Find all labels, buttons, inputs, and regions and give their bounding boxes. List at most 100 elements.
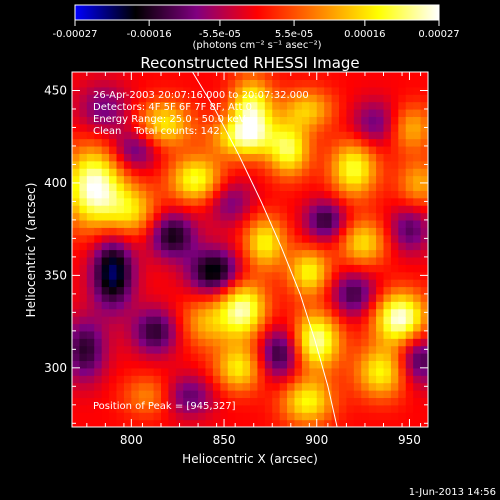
heatmap-cell — [353, 197, 362, 206]
heatmap-cell — [420, 101, 428, 110]
heatmap-cell — [264, 123, 273, 132]
heatmap-cell — [131, 212, 140, 221]
heatmap-cell — [86, 293, 95, 302]
heatmap-cell — [339, 123, 348, 132]
heatmap-cell — [383, 338, 392, 347]
heatmap-cell — [398, 168, 407, 177]
heatmap-cell — [161, 131, 170, 140]
heatmap-cell — [287, 249, 296, 258]
heatmap-cell — [212, 212, 221, 221]
heatmap-cell — [376, 293, 385, 302]
heatmap-cell — [279, 271, 288, 280]
heatmap-cell — [383, 308, 392, 317]
heatmap-cell — [316, 316, 325, 325]
heatmap-cell — [153, 360, 162, 369]
heatmap-cell — [405, 345, 414, 354]
heatmap-cell — [316, 160, 325, 169]
heatmap-cell — [94, 145, 103, 154]
heatmap-cell — [190, 116, 199, 125]
heatmap-cell — [116, 390, 125, 399]
heatmap-cell — [227, 123, 236, 132]
heatmap-cell — [123, 419, 132, 427]
heatmap-cell — [390, 375, 399, 384]
heatmap-cell — [235, 249, 244, 258]
heatmap-cell — [257, 419, 266, 427]
heatmap-cell — [413, 293, 422, 302]
heatmap-cell — [413, 190, 422, 199]
heatmap-cell — [198, 86, 207, 95]
heatmap-cell — [257, 397, 266, 406]
heatmap-cell — [368, 101, 377, 110]
heatmap-cell — [212, 382, 221, 391]
heatmap-cell — [376, 101, 385, 110]
heatmap-cell — [413, 353, 422, 362]
heatmap-cell — [198, 131, 207, 140]
heatmap-cell — [235, 271, 244, 280]
heatmap-cell — [420, 279, 428, 288]
heatmap-cell — [94, 175, 103, 184]
heatmap-cell — [376, 367, 385, 376]
heatmap-cell — [205, 412, 214, 421]
heatmap-cell — [235, 79, 244, 88]
heatmap-cell — [131, 197, 140, 206]
heatmap-cell — [339, 86, 348, 95]
heatmap-cell — [175, 160, 184, 169]
heatmap-cell — [190, 190, 199, 199]
heatmap-cell — [331, 197, 340, 206]
heatmap-cell — [257, 249, 266, 258]
heatmap-cell — [309, 227, 318, 236]
heatmap-cell — [301, 153, 310, 162]
heatmap-cell — [86, 160, 95, 169]
heatmap-cell — [72, 338, 81, 347]
heatmap-cell — [79, 419, 88, 427]
heatmap-cell — [250, 175, 259, 184]
heatmap-cell — [175, 330, 184, 339]
heatmap-cell — [368, 301, 377, 310]
heatmap-cell — [235, 375, 244, 384]
heatmap-cell — [287, 397, 296, 406]
heatmap-cell — [235, 323, 244, 332]
heatmap-cell — [168, 219, 177, 228]
heatmap-cell — [242, 360, 251, 369]
heatmap-cell — [242, 79, 251, 88]
heatmap-cell — [339, 338, 348, 347]
heatmap-cell — [205, 271, 214, 280]
heatmap-cell — [190, 168, 199, 177]
heatmap-cell — [405, 382, 414, 391]
heatmap-cell — [287, 345, 296, 354]
heatmap-cell — [79, 190, 88, 199]
heatmap-cell — [161, 190, 170, 199]
heatmap-cell — [138, 308, 147, 317]
heatmap-cell — [272, 404, 281, 413]
heatmap-cell — [368, 308, 377, 317]
heatmap-cell — [257, 219, 266, 228]
heatmap-cell — [301, 234, 310, 243]
heatmap-cell — [294, 212, 303, 221]
heatmap-cell — [72, 308, 81, 317]
heatmap-cell — [138, 404, 147, 413]
heatmap-cell — [339, 271, 348, 280]
heatmap-cell — [198, 160, 207, 169]
heatmap-cell — [413, 323, 422, 332]
heatmap-cell — [131, 108, 140, 117]
heatmap-cell — [301, 353, 310, 362]
heatmap-cell — [205, 397, 214, 406]
heatmap-cell — [131, 397, 140, 406]
heatmap-cell — [339, 94, 348, 103]
annotation-detectors: Detectors: 4F 5F 6F 7F 8F, Att 0 — [93, 102, 252, 113]
heatmap-cell — [72, 234, 81, 243]
heatmap-cell — [242, 367, 251, 376]
heatmap-cell — [242, 108, 251, 117]
heatmap-cell — [168, 360, 177, 369]
heatmap-cell — [376, 360, 385, 369]
heatmap-cell — [250, 316, 259, 325]
heatmap-cell — [175, 86, 184, 95]
heatmap-cell — [138, 397, 147, 406]
heatmap-cell — [175, 271, 184, 280]
heatmap-cell — [272, 131, 281, 140]
heatmap-cell — [294, 197, 303, 206]
heatmap-cell — [398, 279, 407, 288]
heatmap-cell — [383, 271, 392, 280]
heatmap-cell — [116, 286, 125, 295]
heatmap-cell — [227, 153, 236, 162]
